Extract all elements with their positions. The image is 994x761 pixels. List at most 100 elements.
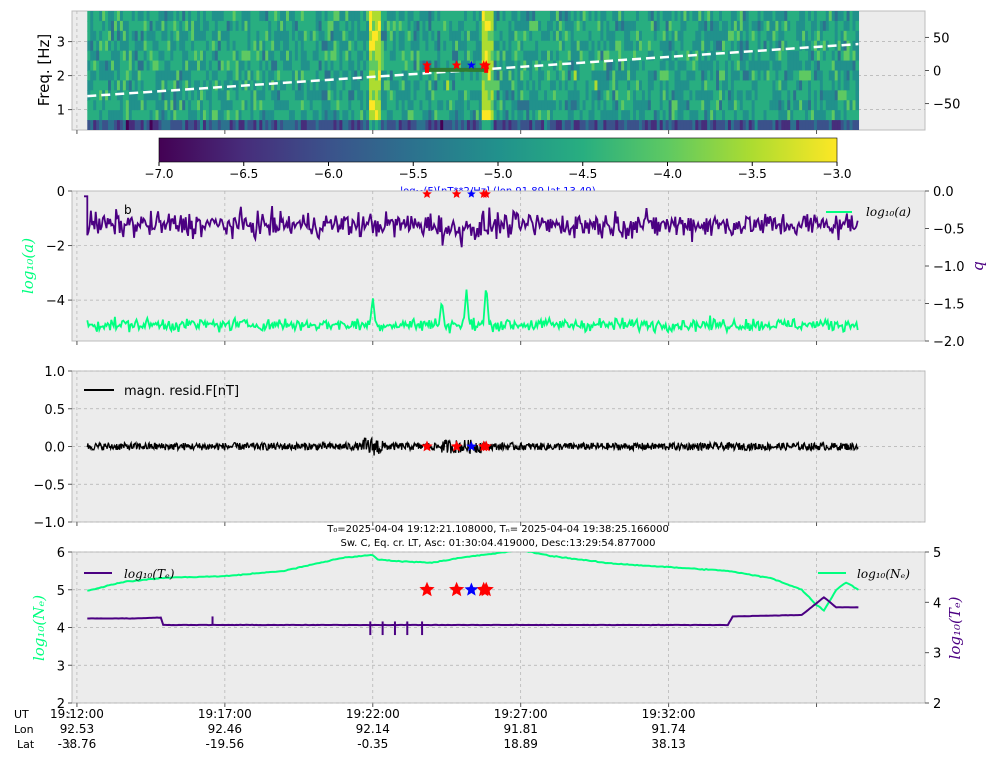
heatmap-cell — [128, 40, 133, 52]
heatmap-cell — [526, 70, 530, 82]
x-row-sep-1: : — [67, 708, 71, 721]
heatmap-cell — [413, 11, 418, 22]
heatmap-cell — [214, 90, 219, 101]
heatmap-cell — [609, 30, 613, 42]
x-tick-ut: 19:17:00 — [198, 707, 252, 721]
heatmap-cell — [288, 90, 293, 101]
heatmap-cell — [505, 40, 510, 52]
heatmap-cell — [573, 90, 578, 101]
heatmap-cell — [668, 50, 673, 62]
heatmap-cell — [852, 30, 857, 42]
heatmap-cell — [668, 100, 673, 111]
heatmap-cell — [211, 100, 216, 111]
heatmap-cell — [618, 40, 622, 52]
heatmap-cell — [529, 110, 533, 121]
heatmap-cell — [813, 70, 818, 82]
heatmap-cell — [185, 60, 189, 72]
heatmap-cell — [449, 120, 453, 130]
heatmap-cell — [463, 100, 468, 111]
heatmap-cell — [413, 30, 418, 42]
heatmap-cell — [719, 30, 723, 42]
heatmap-cell — [594, 90, 599, 101]
heatmap-cell — [303, 20, 308, 32]
heatmap-cell — [194, 70, 198, 82]
heatmap-cell — [137, 40, 142, 52]
heatmap-cell — [306, 50, 311, 62]
heatmap-cell — [597, 30, 601, 42]
heatmap-cell — [505, 120, 510, 130]
heatmap-cell — [472, 110, 477, 121]
heatmap-cell — [763, 70, 768, 82]
heatmap-cell — [452, 60, 456, 72]
heatmap-cell — [155, 70, 160, 82]
heatmap-cell — [315, 50, 320, 62]
heatmap-cell — [766, 100, 771, 111]
heatmap-cell — [822, 20, 827, 32]
heatmap-cell — [544, 70, 548, 82]
heatmap-cell — [487, 11, 492, 22]
heatmap-cell — [793, 40, 797, 52]
heatmap-cell — [745, 120, 750, 130]
heatmap-cell — [730, 120, 735, 130]
heatmap-cell — [336, 20, 340, 32]
heatmap-cell — [226, 100, 231, 111]
heatmap-cell — [143, 120, 148, 130]
heatmap-cell — [143, 60, 148, 72]
heatmap-cell — [274, 90, 278, 101]
heatmap-cell — [523, 70, 527, 82]
heatmap-cell — [689, 120, 693, 130]
heatmap-cell — [633, 60, 637, 72]
heatmap-cell — [105, 80, 109, 91]
heatmap-cell — [713, 40, 717, 52]
heatmap-cell — [466, 11, 471, 22]
heatmap-cell — [389, 11, 394, 22]
heatmap-cell — [208, 60, 213, 72]
heatmap-cell — [772, 60, 776, 72]
heatmap-cell — [558, 20, 563, 32]
heatmap-cell — [312, 60, 317, 72]
heatmap-cell — [739, 20, 744, 32]
heatmap-cell — [265, 60, 269, 72]
heatmap-cell — [416, 40, 421, 52]
heatmap-cell — [137, 30, 142, 42]
heatmap-cell — [627, 40, 631, 52]
heatmap-cell — [377, 70, 382, 82]
heatmap-cell — [96, 70, 100, 82]
heatmap-cell — [733, 80, 738, 91]
heatmap-cell — [727, 50, 732, 62]
heatmap-cell — [630, 30, 634, 42]
heatmap-cell — [724, 120, 729, 130]
heatmap-cell — [455, 50, 459, 62]
heatmap-cell — [401, 20, 406, 32]
heatmap-cell — [167, 30, 171, 42]
heatmap-cell — [191, 30, 195, 42]
heatmap-cell — [778, 30, 782, 42]
heatmap-cell — [345, 120, 349, 130]
heatmap-cell — [549, 90, 554, 101]
heatmap-cell — [831, 30, 836, 42]
heatmap-cell — [686, 20, 690, 32]
heatmap-cell — [831, 11, 836, 22]
heatmap-cell — [149, 20, 154, 32]
heatmap-cell — [825, 100, 830, 111]
heatmap-cell — [380, 120, 385, 130]
heatmap-cell — [111, 11, 115, 22]
heatmap-cell — [846, 120, 851, 130]
heatmap-cell — [268, 120, 272, 130]
heatmap-cell — [167, 20, 171, 32]
heatmap-cell — [710, 40, 714, 52]
heatmap-cell — [481, 80, 486, 91]
heatmap-cell — [369, 30, 373, 42]
heatmap-cell — [125, 100, 130, 111]
heatmap-cell — [825, 120, 830, 130]
heatmap-cell — [235, 20, 240, 32]
heatmap-cell — [478, 50, 483, 62]
heatmap-cell — [487, 80, 492, 91]
heatmap-cell — [686, 60, 690, 72]
heatmap-cell — [102, 20, 106, 32]
heatmap-cell — [437, 80, 441, 91]
heatmap-cell — [576, 40, 581, 52]
heatmap-cell — [277, 90, 281, 101]
heatmap-cell — [496, 120, 501, 130]
heatmap-cell — [324, 20, 329, 32]
